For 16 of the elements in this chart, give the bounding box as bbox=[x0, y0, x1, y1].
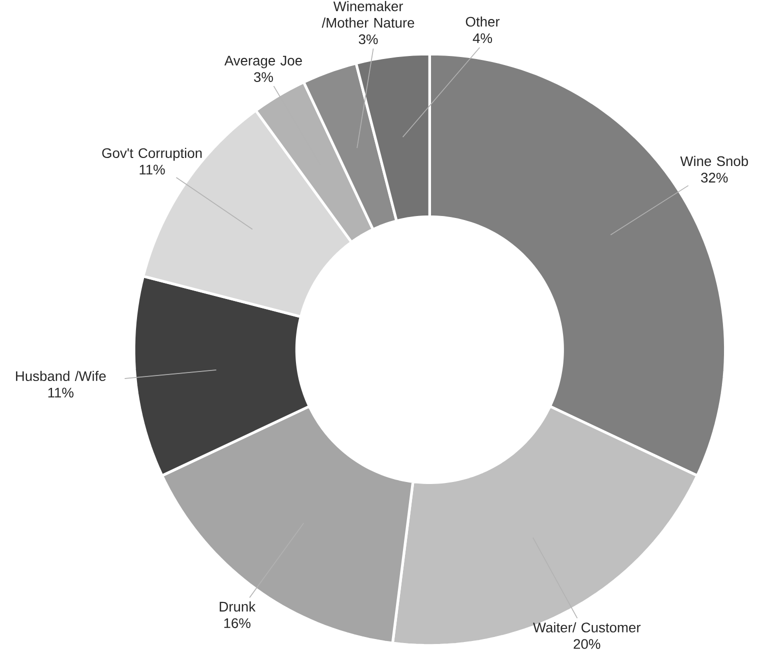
data-label: 11% bbox=[140, 164, 165, 174]
data-label: 32% bbox=[701, 172, 728, 183]
slice-label: Winemaker /Mother Nature bbox=[322, 1, 414, 28]
data-label: 20% bbox=[574, 639, 600, 649]
slice-label: Average Joe bbox=[224, 56, 302, 68]
slice-label: Husband /Wife bbox=[16, 370, 106, 382]
data-label: 16% bbox=[224, 618, 250, 628]
slice-label: Wine Snob bbox=[680, 156, 748, 166]
slice-label: Other bbox=[466, 16, 500, 27]
data-label: 4% bbox=[472, 33, 492, 44]
slice-label: Drunk bbox=[220, 601, 256, 612]
slice-label: Waiter/ Customer bbox=[533, 622, 641, 632]
data-label: 3% bbox=[358, 34, 378, 44]
slice-label: Gov't Corruption bbox=[102, 148, 202, 161]
data-label: 11% bbox=[48, 388, 74, 398]
data-label: 3% bbox=[254, 72, 273, 82]
